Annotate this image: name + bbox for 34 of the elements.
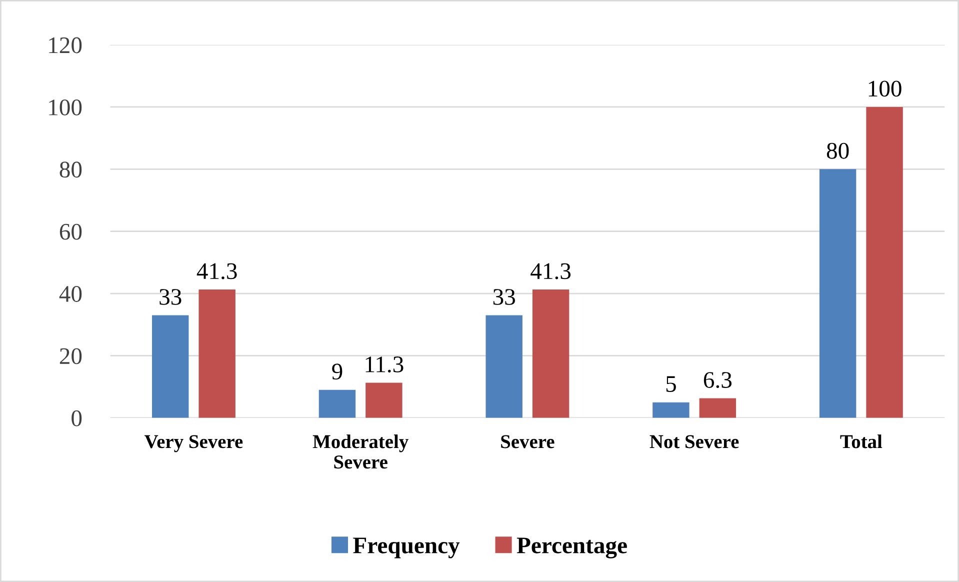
bar [486, 315, 522, 418]
bar [866, 106, 903, 418]
x-tick-label: Moderately Severe [312, 434, 408, 469]
data-label: 80 [826, 142, 849, 159]
y-tick-label: 40 [59, 286, 82, 302]
data-label: 33 [160, 289, 182, 305]
bar [699, 398, 736, 418]
data-label: 9 [332, 364, 342, 380]
x-tick-label: Severe [501, 435, 554, 448]
x-tick-label: Not Severe [650, 435, 739, 448]
bar [652, 402, 690, 418]
y-tick-label: 80 [60, 162, 82, 178]
data-label: 6.3 [704, 372, 732, 388]
data-label: 41.3 [196, 263, 237, 280]
bar [318, 390, 356, 418]
data-label: 100 [868, 80, 902, 97]
bar [819, 169, 856, 418]
y-tick-label: 100 [49, 99, 82, 116]
y-tick-label: 60 [60, 224, 82, 240]
data-label: 41.3 [530, 263, 571, 280]
bar [532, 289, 570, 418]
y-tick-label: 0 [72, 410, 82, 426]
y-tick-label: 20 [60, 348, 82, 364]
bar [152, 315, 189, 418]
legend-label: Frequency [353, 538, 460, 558]
bar [366, 382, 402, 418]
data-label: 33 [493, 289, 515, 305]
bar [198, 289, 236, 418]
data-label: 11.3 [366, 356, 404, 372]
x-tick-label: Total [840, 434, 882, 448]
data-label: 5 [666, 376, 676, 392]
legend-label: Percentage [516, 538, 627, 558]
x-tick-label: Very Severe [144, 435, 243, 452]
y-tick-label: 120 [49, 37, 82, 54]
